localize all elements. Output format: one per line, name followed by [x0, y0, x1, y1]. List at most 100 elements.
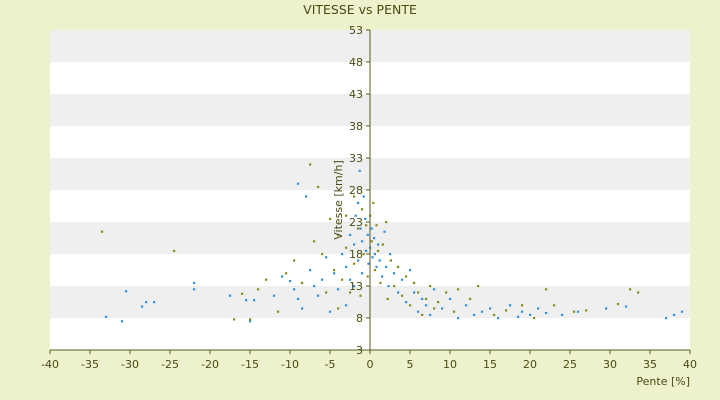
data-point: [341, 253, 344, 256]
data-point: [370, 227, 373, 230]
data-point: [349, 233, 352, 236]
y-tick-label: 43: [349, 88, 363, 101]
data-point: [433, 307, 436, 310]
data-point: [365, 224, 368, 227]
data-point: [386, 297, 389, 300]
data-point: [465, 304, 468, 307]
data-point: [477, 285, 480, 288]
data-point: [629, 288, 632, 291]
data-point: [413, 291, 416, 294]
data-point: [105, 315, 108, 318]
data-point: [370, 240, 373, 243]
data-point: [401, 294, 404, 297]
data-point: [357, 259, 360, 262]
data-point: [281, 275, 284, 278]
data-point: [249, 318, 252, 321]
y-tick-label: 28: [349, 184, 363, 197]
data-point: [366, 275, 369, 278]
data-point: [249, 320, 252, 323]
data-point: [337, 233, 340, 236]
x-tick-label: -15: [241, 358, 259, 371]
data-point: [345, 304, 348, 307]
x-tick-label: 25: [563, 358, 577, 371]
data-point: [673, 313, 676, 316]
x-tick-label: 20: [523, 358, 537, 371]
x-tick-label: 10: [443, 358, 457, 371]
data-point: [193, 288, 196, 291]
data-point: [321, 253, 324, 256]
data-point: [405, 301, 408, 304]
data-point: [377, 249, 380, 252]
data-point: [421, 297, 424, 300]
data-point: [357, 227, 360, 230]
data-point: [381, 275, 384, 278]
data-point: [153, 301, 156, 304]
data-point: [469, 297, 472, 300]
y-tick-label: 23: [349, 216, 363, 229]
x-axis-label: Pente [%]: [636, 375, 690, 388]
data-point: [553, 304, 556, 307]
data-point: [349, 291, 352, 294]
data-point: [409, 269, 412, 272]
data-point: [509, 304, 512, 307]
data-point: [505, 309, 508, 312]
data-point: [313, 240, 316, 243]
data-point: [371, 256, 374, 259]
data-point: [397, 265, 400, 268]
data-point: [445, 291, 448, 294]
x-tick-label: 15: [483, 358, 497, 371]
data-point: [545, 311, 548, 315]
data-point: [329, 310, 332, 313]
data-point: [362, 195, 365, 198]
data-point: [358, 169, 361, 172]
data-point: [413, 281, 416, 284]
data-point: [305, 195, 308, 198]
data-point: [441, 307, 444, 310]
data-point: [417, 291, 420, 294]
x-tick-labels: -40 -35 -30 -25 -20 -15 -10 -5 0 5 10 15 20 25 30 35 40: [41, 358, 697, 371]
data-point: [433, 288, 436, 291]
data-point: [375, 265, 378, 268]
data-point: [353, 195, 356, 198]
x-tick-label: -35: [81, 358, 99, 371]
data-point: [241, 292, 244, 295]
data-point: [533, 317, 536, 320]
x-tick-label: 35: [643, 358, 657, 371]
data-point: [353, 262, 356, 265]
data-point: [309, 269, 312, 272]
data-point: [373, 253, 376, 256]
data-point: [359, 294, 362, 297]
data-point: [381, 243, 384, 246]
data-point: [345, 265, 348, 268]
data-point: [101, 230, 104, 233]
data-point: [493, 313, 496, 316]
data-point: [361, 240, 364, 243]
data-point: [393, 285, 396, 288]
x-tick-label: -30: [121, 358, 139, 371]
data-point: [125, 290, 128, 293]
data-point: [293, 288, 296, 291]
data-point: [354, 214, 357, 217]
data-point: [585, 309, 588, 312]
data-point: [297, 182, 300, 185]
data-point: [357, 201, 360, 204]
data-point: [537, 307, 540, 310]
data-point: [481, 310, 484, 313]
data-point: [277, 310, 280, 313]
data-point: [359, 227, 362, 230]
y-axis-label: Vitesse [km/h]: [332, 160, 345, 240]
data-point: [561, 313, 564, 316]
axes: [49, 29, 691, 354]
data-point: [325, 256, 328, 259]
data-point: [173, 249, 176, 252]
data-point: [473, 313, 476, 316]
data-point: [378, 259, 381, 262]
data-point: [383, 230, 386, 233]
data-point: [681, 310, 684, 313]
data-point: [317, 294, 320, 297]
data-point: [665, 317, 668, 320]
x-tick-label: -10: [281, 358, 299, 371]
data-point: [372, 201, 375, 204]
y-tick-label: 53: [349, 24, 363, 37]
